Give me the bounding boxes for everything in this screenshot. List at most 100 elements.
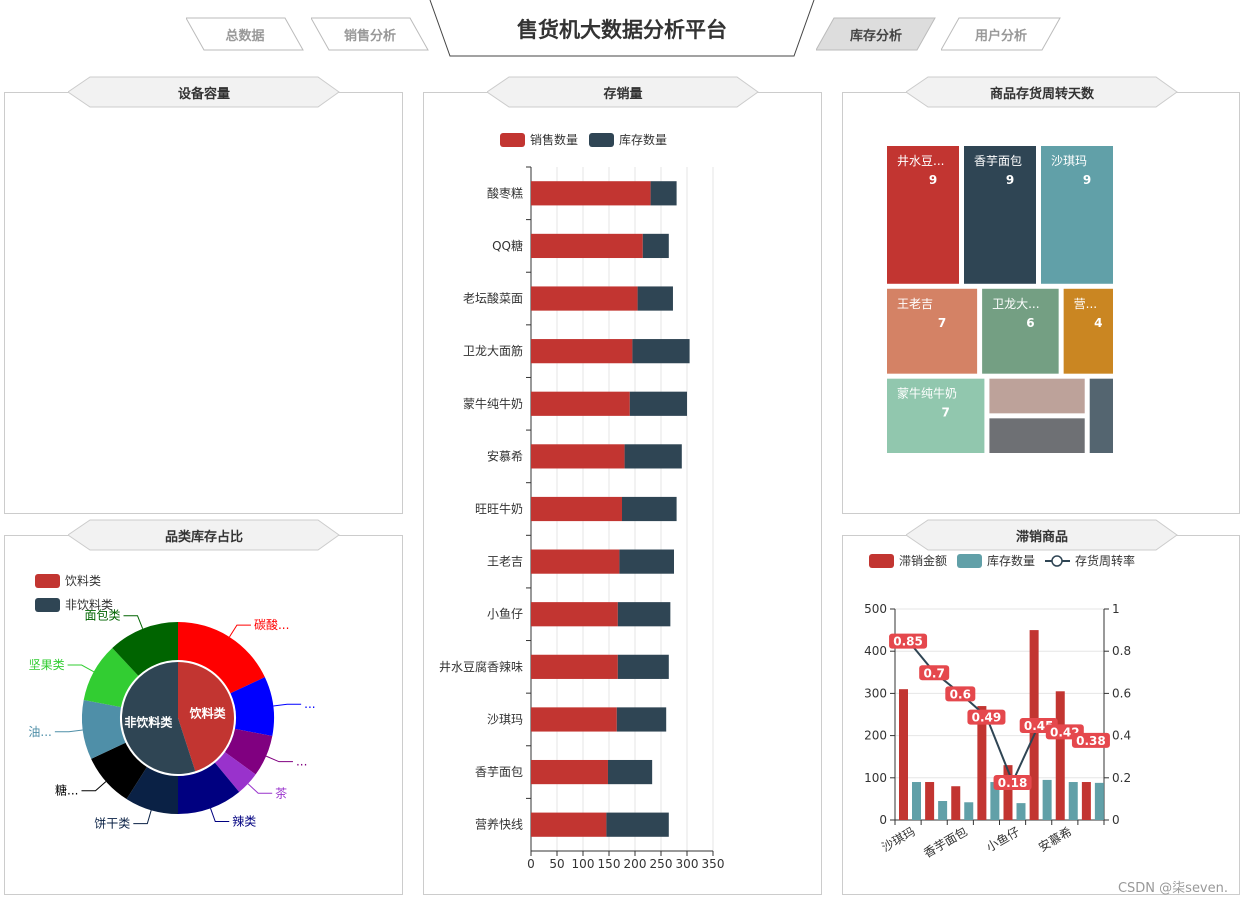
panel-title-category-share: 品类库存占比 [68,519,340,551]
panel-title-capacity: 设备容量 [68,76,340,108]
x-tick-label: 香芋面包 [921,824,970,860]
tab-user-analysis[interactable]: 用户分析 [941,17,1061,51]
turnover-label: 0.38 [1076,734,1106,748]
y-left-tick-label: 0 [879,813,887,827]
tab-sales-analysis[interactable]: 销售分析 [311,17,429,51]
bar-stock-qty [1016,803,1026,820]
bar-sales [531,339,633,364]
outer-slice [214,752,256,792]
legend-swatch [957,554,982,568]
legend-label: 库存数量 [619,132,667,147]
bar-sales [531,286,638,311]
turnover-label: 0.18 [998,776,1028,790]
bar-sales [531,602,618,627]
inner-slice [122,662,196,774]
outer-slice-label: 茶 [275,785,287,800]
panel-title-text: 品类库存占比 [164,529,243,545]
treemap-value: 7 [942,406,950,420]
y-tick-label: 蒙牛纯牛奶 [463,396,523,411]
turnover-label: 0.49 [972,711,1002,725]
y-right-tick-label: 0 [1112,813,1120,827]
outer-slice [230,677,274,736]
bar-stock [617,602,671,627]
tab-total-data[interactable]: 总数据 [186,17,304,51]
bar-slow-amount [951,786,961,820]
outer-slice-label: 饼干类 [94,817,130,831]
y-left-tick-label: 100 [864,771,887,785]
x-tick-label: 300 [676,857,699,871]
treemap-value: 6 [1026,316,1034,330]
treemap-label: 王老吉 [897,297,933,311]
turnover-label-bg [967,709,1006,725]
treemap-value: 9 [1083,173,1091,187]
tab-label: 总数据 [225,28,265,44]
outer-slice [178,622,265,694]
legend-swatch [35,598,60,612]
panel-title-text: 存销量 [603,86,643,102]
outer-slice [126,766,178,814]
legend-label: 存货周转率 [1075,553,1135,568]
outer-slice [224,728,273,775]
tab-label: 销售分析 [343,28,396,44]
y-right-tick-label: 1 [1112,602,1120,616]
outer-slice-label: 糖... [55,783,78,798]
outer-slice [82,700,126,759]
page-title-text: 售货机大数据分析平台 [517,18,727,42]
bar-stock [624,444,682,469]
outer-slice-label: ... [296,755,307,769]
x-tick-label: 安慕希 [1036,824,1075,855]
stock-sales-chart: 销售数量 库存数量 0 50 100 150 200 250 300 350 酸枣糕 QQ糖老坛酸菜面… [439,132,725,871]
bar-sales [531,707,617,732]
treemap-value: 9 [1006,173,1014,187]
bar-stock [632,339,690,364]
bar-stock [642,233,669,259]
bar-stock [619,549,674,574]
bar-sales [531,759,608,785]
bar-stock [629,391,687,416]
watermark: CSDN @柒seven. [1117,881,1228,896]
panel-slow-moving [842,535,1240,895]
treemap-cell [887,146,959,284]
panel-title-text: 设备容量 [177,86,230,102]
legend-swatch [500,133,525,147]
treemap-label: 卫龙大... [992,297,1039,311]
bar-stock-qty [938,801,948,820]
inner-slice-label: 非饮料类 [124,715,173,730]
tab-shape [941,17,1061,51]
y-right-tick-label: 0.2 [1112,771,1131,785]
bar-stock [622,496,677,522]
turnover-label: 0.7 [924,666,945,680]
x-tick-label: 0 [527,857,535,871]
legend-label: 销售数量 [530,132,578,147]
outer-slice-label: ... [304,697,315,711]
turnover-label-bg [1071,732,1110,748]
legend-label: 饮料类 [65,574,101,588]
title-tab-shape [906,519,1178,551]
label-leader-line [81,781,107,792]
label-leader-line [123,615,144,629]
treemap-value: 9 [929,173,937,187]
bar-stock [606,812,669,837]
y-tick-label: QQ糖 [492,238,523,253]
bar-stock-qty [964,802,974,820]
outer-slice [91,742,147,800]
y-left-tick-label: 500 [864,602,887,616]
turnover-treemap: 井水豆... 9 香芋面包 9 沙琪玛 9 王老吉 7 卫龙大... 6 营... 4 蒙牛纯牛奶 7 [887,146,1113,453]
bar-stock [616,707,667,732]
outer-slice-label: 油... [28,725,51,739]
treemap-cell [982,288,1059,374]
panel-capacity [4,92,403,514]
y-tick-label: 王老吉 [487,555,523,569]
tab-inventory-analysis[interactable]: 库存分析 [816,17,936,51]
turnover-label-bg [919,665,950,681]
bar-slow-amount [977,706,987,820]
bar-slow-amount [1055,691,1065,820]
treemap-cell [989,378,1085,414]
y-tick-label: 营养快线 [475,817,523,832]
y-tick-label: 小鱼仔 [487,607,523,621]
panel-title-text: 商品存货周转天数 [989,86,1094,102]
x-tick-label: 350 [702,857,725,871]
bar-sales [531,391,630,416]
treemap-label: 香芋面包 [974,154,1022,168]
